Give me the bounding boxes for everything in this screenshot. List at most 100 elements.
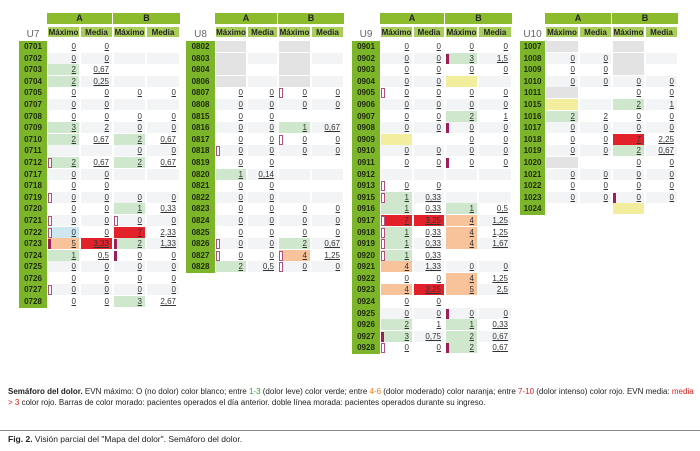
column-header-media[interactable]: Media bbox=[146, 26, 180, 38]
maximo-cell[interactable]: 0 bbox=[216, 249, 246, 261]
room-id[interactable]: 0701 bbox=[19, 41, 47, 53]
room-id[interactable]: 0803 bbox=[186, 52, 215, 65]
maximo-cell[interactable]: 0 bbox=[216, 110, 246, 122]
media-cell[interactable]: 0 bbox=[479, 145, 511, 157]
maximo-cell[interactable]: 0 bbox=[446, 87, 477, 99]
room-id[interactable]: 0921 bbox=[352, 261, 380, 273]
maximo-cell[interactable]: 2 bbox=[613, 145, 644, 157]
room-id[interactable]: 0815 bbox=[186, 110, 215, 123]
room-id[interactable]: 0724 bbox=[19, 249, 47, 262]
maximo-cell[interactable]: 0 bbox=[381, 156, 412, 168]
media-cell[interactable]: 0,67 bbox=[479, 342, 511, 354]
maximo-cell[interactable]: 0 bbox=[546, 75, 578, 87]
media-cell[interactable]: 0 bbox=[81, 180, 112, 192]
room-id[interactable]: 1022 bbox=[520, 180, 545, 192]
maximo-cell[interactable]: 0 bbox=[279, 133, 310, 145]
maximo-cell[interactable]: 0 bbox=[546, 180, 578, 192]
media-cell[interactable]: 1,25 bbox=[312, 249, 343, 261]
media-cell[interactable]: 1,25 bbox=[479, 214, 511, 226]
maximo-cell[interactable]: 1 bbox=[279, 122, 310, 134]
media-cell[interactable]: 0 bbox=[248, 156, 277, 168]
maximo-cell[interactable]: 0 bbox=[48, 110, 79, 122]
media-cell[interactable]: 0 bbox=[312, 98, 343, 110]
media-cell[interactable]: 0 bbox=[248, 98, 277, 110]
media-cell[interactable]: 0 bbox=[414, 180, 444, 192]
maximo-cell[interactable]: 0 bbox=[546, 52, 578, 64]
media-cell[interactable]: 0,75 bbox=[414, 330, 444, 342]
media-cell[interactable]: 0 bbox=[81, 214, 112, 226]
media-cell[interactable]: 0,33 bbox=[479, 319, 511, 331]
room-id[interactable]: 0728 bbox=[19, 296, 47, 308]
maximo-cell[interactable]: 0 bbox=[216, 122, 246, 134]
media-cell[interactable]: 0 bbox=[580, 145, 611, 157]
room-id[interactable]: 0903 bbox=[352, 64, 380, 76]
media-cell[interactable]: 0 bbox=[414, 64, 444, 76]
maximo-cell[interactable]: 0 bbox=[114, 261, 145, 273]
column-header-media[interactable]: Media bbox=[478, 26, 512, 38]
media-cell[interactable]: 0,33 bbox=[414, 203, 444, 215]
media-cell[interactable]: 1,25 bbox=[479, 272, 511, 284]
maximo-cell[interactable]: 0 bbox=[613, 191, 644, 203]
media-cell[interactable]: 0 bbox=[646, 180, 677, 192]
room-id[interactable]: 0719 bbox=[19, 191, 47, 204]
maximo-cell[interactable]: 0 bbox=[381, 272, 412, 284]
maximo-cell[interactable]: 0 bbox=[446, 133, 477, 145]
media-cell[interactable]: 0 bbox=[81, 98, 112, 110]
media-cell[interactable]: 2,67 bbox=[147, 296, 179, 308]
media-cell[interactable]: 0 bbox=[414, 41, 444, 52]
media-cell[interactable]: 0 bbox=[81, 203, 112, 215]
maximo-cell[interactable]: 1 bbox=[114, 203, 145, 215]
media-cell[interactable]: 0,67 bbox=[147, 156, 179, 168]
room-id[interactable]: 1021 bbox=[520, 168, 545, 181]
room-id[interactable]: 0804 bbox=[186, 64, 215, 76]
maximo-cell[interactable]: 1 bbox=[381, 191, 412, 203]
maximo-cell[interactable]: 0 bbox=[216, 133, 246, 145]
media-cell[interactable]: 0,33 bbox=[414, 226, 444, 238]
media-cell[interactable]: 0 bbox=[248, 133, 277, 145]
maximo-cell[interactable]: 2 bbox=[381, 319, 412, 331]
room-id[interactable]: 0709 bbox=[19, 122, 47, 134]
media-cell[interactable]: 0 bbox=[81, 296, 112, 308]
room-id[interactable]: 0712 bbox=[19, 156, 47, 169]
media-cell[interactable]: 0 bbox=[580, 75, 611, 87]
room-id[interactable]: 0920 bbox=[352, 249, 380, 262]
media-cell[interactable]: 0 bbox=[414, 342, 444, 354]
room-id[interactable]: 1007 bbox=[520, 41, 545, 53]
room-id[interactable]: 0717 bbox=[19, 168, 47, 181]
maximo-cell[interactable]: 0 bbox=[546, 145, 578, 157]
media-cell[interactable]: 0 bbox=[248, 238, 277, 250]
column-header-maximo[interactable]: Máximo bbox=[612, 26, 645, 38]
room-id[interactable]: 0925 bbox=[352, 307, 380, 320]
maximo-cell[interactable]: 0 bbox=[381, 145, 412, 157]
maximo-cell[interactable]: 2 bbox=[114, 156, 145, 168]
room-id[interactable]: 0917 bbox=[352, 214, 380, 227]
room-id[interactable]: 0825 bbox=[186, 226, 215, 239]
maximo-cell[interactable]: 1 bbox=[381, 226, 412, 238]
room-id[interactable]: 0816 bbox=[186, 122, 215, 134]
maximo-cell[interactable]: 0 bbox=[48, 226, 79, 238]
maximo-cell[interactable]: 0 bbox=[613, 156, 644, 168]
room-id[interactable]: 0704 bbox=[19, 75, 47, 88]
media-cell[interactable]: 0,5 bbox=[479, 203, 511, 215]
maximo-cell[interactable]: 0 bbox=[446, 261, 477, 273]
media-cell[interactable]: 0 bbox=[646, 122, 677, 134]
maximo-cell[interactable]: 4 bbox=[446, 214, 477, 226]
media-cell[interactable]: 0 bbox=[479, 122, 511, 134]
media-cell[interactable]: 0 bbox=[646, 191, 677, 203]
media-cell[interactable]: 0 bbox=[414, 87, 444, 99]
maximo-cell[interactable]: 5 bbox=[446, 284, 477, 296]
maximo-cell[interactable]: 0 bbox=[613, 122, 644, 134]
media-cell[interactable]: 0 bbox=[81, 110, 112, 122]
maximo-cell[interactable]: 0 bbox=[216, 156, 246, 168]
room-id[interactable]: 0910 bbox=[352, 145, 380, 157]
media-cell[interactable]: 0 bbox=[414, 272, 444, 284]
media-cell[interactable]: 0 bbox=[147, 191, 179, 203]
maximo-cell[interactable]: 2 bbox=[613, 98, 644, 110]
room-id[interactable]: 1016 bbox=[520, 110, 545, 123]
media-cell[interactable]: 1 bbox=[414, 319, 444, 331]
maximo-cell[interactable]: 0 bbox=[48, 180, 79, 192]
room-id[interactable]: 0916 bbox=[352, 203, 380, 215]
room-id[interactable]: 0924 bbox=[352, 296, 380, 308]
media-cell[interactable]: 0 bbox=[414, 307, 444, 319]
maximo-cell[interactable]: 0 bbox=[381, 296, 412, 308]
